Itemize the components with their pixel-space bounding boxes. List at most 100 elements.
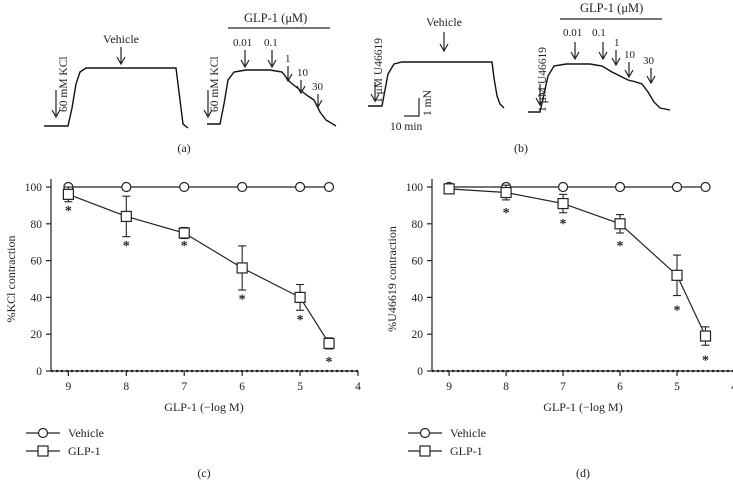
dose-label: 30 xyxy=(643,55,655,67)
significance-marker: * xyxy=(239,293,246,308)
legend-marker-glp1 xyxy=(37,445,49,457)
glp1-header-b: GLP-1 (μM) xyxy=(580,1,643,15)
dose-arrow xyxy=(611,50,621,67)
y-tick-label: 100 xyxy=(406,182,424,194)
u46619-arrow-head-b-right xyxy=(535,97,545,107)
vehicle-label-b: Vehicle xyxy=(426,15,462,29)
y-tick-label: 60 xyxy=(412,256,424,268)
x-tick-label: 4 xyxy=(731,381,733,393)
dose-label: 0.1 xyxy=(592,27,606,39)
vehicle-arrow-head-a xyxy=(116,56,126,66)
panel-label: (c) xyxy=(197,466,210,480)
significance-marker: * xyxy=(560,217,567,232)
data-point-glp1 xyxy=(614,218,626,230)
data-point-vehicle xyxy=(671,181,683,193)
legend-marker-vehicle xyxy=(419,427,431,439)
x-tick-label: 8 xyxy=(123,381,129,393)
trace-u46619-vehicle xyxy=(368,61,505,109)
x-tick-label: 7 xyxy=(181,381,187,393)
dose-label: 1 xyxy=(614,37,620,49)
dose-arrow xyxy=(313,94,323,109)
data-point-vehicle xyxy=(121,181,132,193)
data-point-glp1 xyxy=(323,337,335,349)
x-tick-label: 5 xyxy=(297,381,303,393)
x-tick-label: 7 xyxy=(560,381,566,393)
chart-c: 0 20 40 60 80 100 9 8 7 6 5 4 GLP-1 (−log M) %KCl con… xyxy=(4,179,361,480)
dose-label: 30 xyxy=(312,81,324,93)
legend-label: Vehicle xyxy=(68,426,104,440)
x-tick-label: 6 xyxy=(239,381,245,393)
y-tick-label: 100 xyxy=(25,182,43,194)
dose-label: 10 xyxy=(624,49,636,61)
kcl-label-a-left: 60 mM KCl xyxy=(58,56,70,112)
chart-d: 0 20 40 60 80 100 9 8 7 6 5 4 GLP-1 (−log M) %U46619 … xyxy=(385,179,733,480)
vehicle-label-a: Vehicle xyxy=(103,32,139,46)
scale-time-label: 10 min xyxy=(390,121,423,133)
glp1-dose-labels-b: 0.01 0.1 1 10 30 xyxy=(563,27,655,67)
data-point-glp1 xyxy=(62,188,74,200)
x-axis-label: GLP-1 (−log M) xyxy=(164,400,243,414)
trace-kcl-glp1 xyxy=(207,69,337,127)
significance-marker: * xyxy=(123,239,130,254)
data-point-vehicle xyxy=(700,181,711,193)
data-point-glp1 xyxy=(443,183,455,195)
dose-label: 1 xyxy=(285,53,291,65)
vehicle-arrow-head-b xyxy=(439,43,449,53)
kcl-arrow-head-a-left xyxy=(51,109,61,119)
y-tick-label: 40 xyxy=(412,292,424,304)
data-point-vehicle xyxy=(614,181,626,193)
y-tick-label: 0 xyxy=(36,366,42,378)
x-tick-label: 9 xyxy=(446,381,452,393)
data-point-glp1 xyxy=(557,197,569,210)
dose-label: 10 xyxy=(297,67,309,79)
trace-kcl-vehicle xyxy=(44,67,189,129)
legend-label: Vehicle xyxy=(450,426,486,440)
data-point-vehicle xyxy=(557,181,569,193)
dose-label: 0.1 xyxy=(264,37,278,49)
x-tick-label: 5 xyxy=(674,381,680,393)
u46619-arrow-head-b-left xyxy=(370,93,380,103)
significance-marker: * xyxy=(326,355,333,370)
dose-arrow xyxy=(646,68,656,85)
glp1-dose-arrows-a xyxy=(240,50,323,109)
data-point-glp1 xyxy=(294,291,306,303)
x-tick-label: 6 xyxy=(617,381,623,393)
significance-marker: * xyxy=(674,304,681,319)
dose-arrow xyxy=(296,80,306,95)
data-point-vehicle xyxy=(179,181,190,193)
dose-arrow xyxy=(267,50,277,69)
dose-arrow xyxy=(283,66,293,83)
data-point-vehicle xyxy=(294,181,306,193)
significance-marker: * xyxy=(181,239,188,254)
dose-arrow xyxy=(624,62,634,79)
x-tick-label: 8 xyxy=(503,381,509,393)
data-point-vehicle xyxy=(323,181,335,193)
legend-label: GLP-1 xyxy=(68,444,101,458)
dose-arrow xyxy=(598,42,608,61)
data-point-glp1 xyxy=(699,330,712,342)
panel-label: (d) xyxy=(576,466,590,480)
data-point-glp1 xyxy=(236,262,248,274)
y-tick-label: 80 xyxy=(412,219,424,231)
x-tick-label: 4 xyxy=(355,381,361,393)
data-point-glp1 xyxy=(500,186,512,199)
panel-label-a: (a) xyxy=(177,141,190,155)
y-tick-label: 20 xyxy=(31,329,43,341)
data-point-glp1 xyxy=(178,227,190,239)
legend-marker-glp1 xyxy=(419,445,431,457)
trace-panel-b: 1 μM U46619 Vehicle 10 min 1 mN 1 μM U46… xyxy=(368,1,671,155)
scale-force-label: 1 mN xyxy=(422,89,434,116)
significance-marker: * xyxy=(297,313,304,328)
series-line-glp-1 xyxy=(449,188,707,337)
y-tick-label: 60 xyxy=(31,256,43,268)
x-axis-label: GLP-1 (−log M) xyxy=(543,400,622,414)
panel-label-b: (b) xyxy=(514,141,528,155)
y-axis-label: %KCl contraction xyxy=(4,236,18,323)
glp1-dose-arrows-b xyxy=(570,42,656,85)
data-point-glp1 xyxy=(671,269,683,281)
y-tick-label: 20 xyxy=(412,329,424,341)
y-tick-label: 80 xyxy=(31,219,43,231)
trace-u46619-glp1 xyxy=(528,63,671,113)
trace-panel-a: 60 mM KCl Vehicle 60 mM KCl GLP-1 (μM) 0… xyxy=(44,11,337,155)
